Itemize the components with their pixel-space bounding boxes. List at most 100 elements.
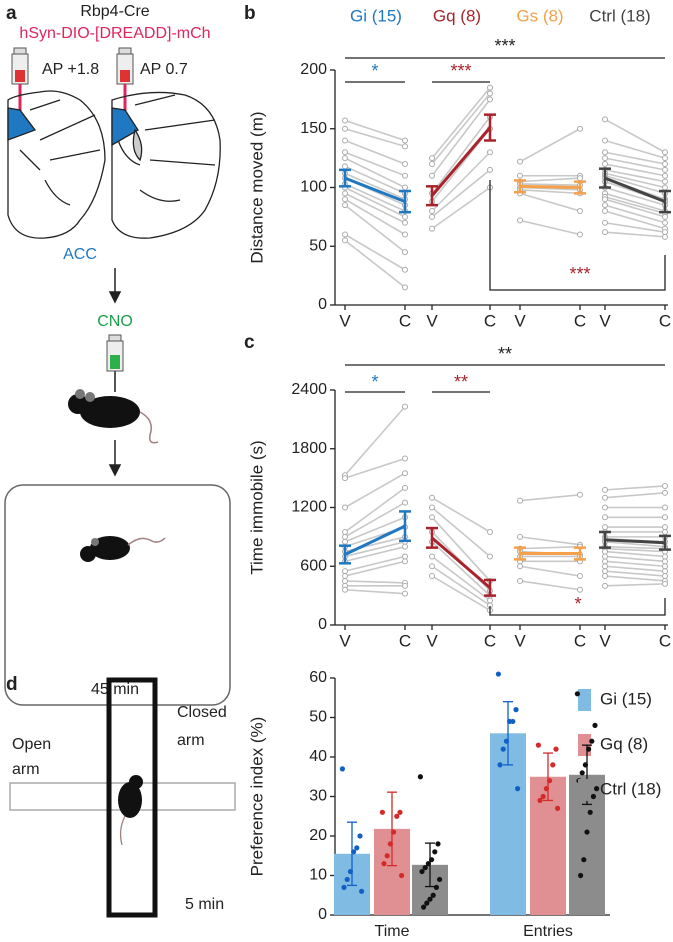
subject-point	[662, 161, 668, 167]
legend-label: Gi (15)	[350, 6, 402, 25]
subject-point	[517, 563, 523, 570]
x-tick-label: C	[399, 631, 411, 650]
data-point	[379, 809, 385, 815]
open-arm-label: Open arm	[12, 736, 51, 778]
label-line: Open	[12, 736, 51, 753]
subject-point	[662, 524, 668, 531]
subject-line	[604, 547, 666, 553]
significance-bracket	[489, 180, 666, 291]
subject-line	[604, 163, 666, 177]
subject-point	[602, 202, 608, 209]
subject-line	[519, 183, 581, 186]
subject-point	[517, 497, 523, 504]
subject-line	[604, 560, 666, 568]
mouse-line: Rbp4-Cre	[80, 3, 149, 20]
panel-label: d	[6, 674, 18, 695]
y-tick-label: 10	[309, 867, 327, 884]
subject-line	[604, 139, 666, 159]
subject-point	[662, 580, 668, 587]
subject-line	[344, 580, 406, 584]
subject-point	[342, 528, 348, 535]
subject-point	[402, 284, 408, 291]
panel-label: a	[6, 3, 17, 24]
label-line: Closed	[177, 704, 227, 721]
subject-line	[344, 119, 406, 142]
subject-line	[344, 192, 406, 224]
significance-label: ***	[494, 36, 515, 56]
subject-line	[604, 555, 666, 563]
subject-line	[431, 92, 491, 165]
subject-point	[602, 568, 608, 575]
subject-line	[604, 545, 666, 550]
subject-point	[662, 489, 668, 496]
subject-line	[604, 565, 666, 572]
subject-line	[431, 575, 491, 612]
significance-label: *	[574, 594, 581, 614]
subject-line	[344, 487, 406, 533]
subject-point	[662, 178, 668, 185]
data-point	[435, 841, 441, 847]
data-point	[422, 865, 428, 871]
data-point	[357, 833, 363, 839]
data-point	[581, 857, 587, 863]
subject-point	[602, 486, 608, 493]
data-point	[589, 738, 595, 744]
subject-line	[344, 545, 406, 563]
subject-point	[602, 548, 608, 555]
subject-line	[604, 196, 666, 215]
region-label: ACC	[63, 246, 97, 263]
subject-line	[344, 186, 406, 218]
legend-swatch	[578, 779, 591, 801]
subject-point	[662, 573, 668, 580]
data-point	[574, 691, 581, 697]
subject-point	[402, 137, 408, 144]
subject-line	[344, 472, 406, 509]
subject-point	[429, 514, 435, 521]
y-tick-label: 30	[309, 788, 327, 805]
subject-line	[604, 151, 666, 165]
x-tick-label: V	[599, 311, 611, 330]
subject-point	[577, 231, 583, 238]
drug-label: CNO	[97, 313, 133, 330]
subject-line	[604, 174, 666, 195]
subject-line	[431, 555, 491, 602]
subject-point	[602, 582, 608, 589]
legend-label: Gi (15)	[600, 689, 652, 708]
syringe-cno	[106, 334, 124, 392]
subject-point	[487, 597, 493, 604]
subject-point	[342, 137, 348, 144]
data-point	[584, 829, 590, 835]
significance-label: *	[371, 61, 378, 81]
subject-line	[604, 169, 666, 183]
x-tick-label: V	[599, 631, 611, 650]
subject-point	[402, 249, 408, 256]
data-point	[399, 872, 405, 879]
x-tick-label: C	[574, 311, 586, 330]
data-point	[594, 786, 600, 792]
x-tick-label: V	[514, 311, 526, 330]
y-axis-label: Time immobile (s)	[247, 440, 266, 574]
y-tick-label: 0	[318, 296, 327, 313]
subject-point	[577, 208, 583, 214]
subject-point	[487, 96, 493, 103]
data-point	[339, 766, 345, 772]
data-point	[421, 904, 427, 910]
y-tick-label: 60	[309, 669, 327, 686]
brain-section-right	[111, 91, 221, 239]
subject-point	[402, 143, 408, 150]
subject-point	[402, 499, 408, 506]
subject-point	[602, 149, 608, 156]
subject-point	[429, 213, 435, 220]
subject-point	[577, 586, 583, 593]
subject-point	[429, 208, 435, 214]
subject-point	[342, 237, 348, 244]
subject-point	[402, 590, 408, 597]
subject-line	[344, 127, 406, 148]
subject-point	[342, 149, 348, 156]
y-tick-label: 150	[300, 120, 327, 137]
arrow	[108, 440, 122, 477]
subject-point	[517, 533, 523, 540]
subject-line	[431, 169, 491, 218]
y-tick-label: 2400	[291, 381, 327, 398]
subject-line	[519, 189, 581, 195]
